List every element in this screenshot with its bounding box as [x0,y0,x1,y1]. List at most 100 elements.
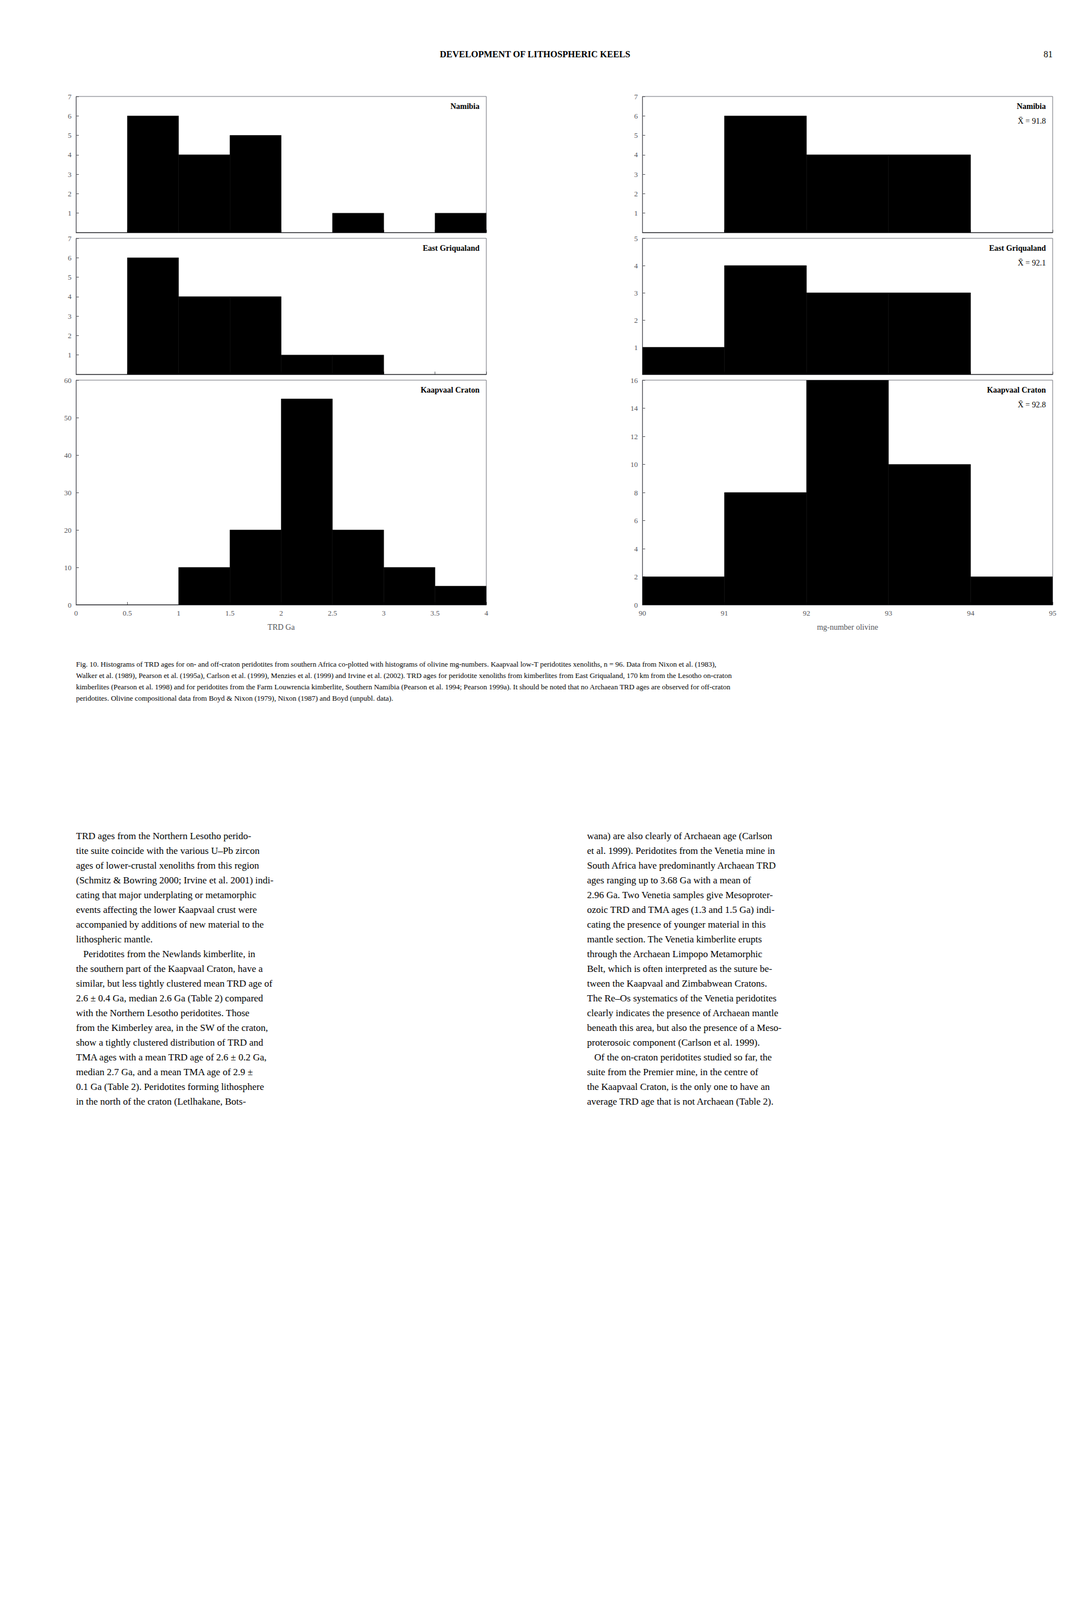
svg-text:tite suite coincide with the v: tite suite coincide with the various U–P… [76,845,260,857]
svg-text:Kaapvaal Craton: Kaapvaal Craton [420,385,480,395]
svg-text:3: 3 [68,170,73,179]
svg-text:ages ranging up to 3.68 Ga wit: ages ranging up to 3.68 Ga with a mean o… [587,875,752,886]
svg-text:Of the on-craton peridotites s: Of the on-craton peridotites studied so … [587,1052,773,1063]
svg-text:2: 2 [68,189,73,199]
svg-text:3: 3 [381,608,386,618]
svg-text:1: 1 [634,208,639,218]
svg-text:4: 4 [68,150,73,159]
svg-text:DEVELOPMENT OF LITHOSPHERIC KE: DEVELOPMENT OF LITHOSPHERIC KEELS [439,49,631,60]
svg-text:Namibia: Namibia [1016,102,1046,111]
svg-text:92: 92 [802,608,811,618]
svg-text:0.5: 0.5 [122,608,132,618]
svg-text:5: 5 [68,131,73,140]
svg-text:(Schmitz & Bowring 2000; Irvin: (Schmitz & Bowring 2000; Irvine et al. 2… [76,875,274,886]
svg-text:2: 2 [279,608,284,618]
svg-text:90: 90 [638,608,647,618]
svg-text:50: 50 [64,413,72,423]
svg-text:4: 4 [634,261,639,271]
svg-text:2.6 ± 0.4 Ga, median 2.6 Ga (T: 2.6 ± 0.4 Ga, median 2.6 Ga (Table 2) co… [76,993,264,1004]
svg-text:mantle section. The Venetia ki: mantle section. The Venetia kimberlite e… [587,934,763,945]
svg-text:5: 5 [634,131,639,140]
svg-text:East Griqualand: East Griqualand [989,244,1046,253]
svg-text:94: 94 [966,608,975,618]
svg-text:4: 4 [634,544,639,554]
svg-text:from the Kimberley area, in th: from the Kimberley area, in the SW of th… [76,1022,268,1034]
svg-text:The Re–Os systematics of the V: The Re–Os systematics of the Venetia per… [587,993,777,1004]
svg-text:Fig. 10. Histograms of TRD age: Fig. 10. Histograms of TRD ages for on- … [76,659,717,669]
svg-text:5: 5 [634,234,639,243]
svg-text:4: 4 [484,608,489,618]
svg-text:3.5: 3.5 [430,608,440,618]
svg-text:14: 14 [630,404,639,413]
svg-text:the southern part of the Kaapv: the southern part of the Kaapvaal Craton… [76,963,263,975]
svg-text:TMA ages with a mean TRD age o: TMA ages with a mean TRD age of 2.6 ± 0.… [76,1052,267,1063]
svg-text:7: 7 [634,92,639,102]
svg-text:93: 93 [884,608,893,618]
svg-text:6: 6 [68,111,73,121]
svg-text:TRD ages from the Northern Les: TRD ages from the Northern Lesotho perid… [76,830,252,842]
svg-text:2.5: 2.5 [327,608,338,618]
svg-text:20: 20 [64,526,72,535]
svg-text:4: 4 [68,292,73,301]
svg-text:ozoic TRD and TMA ages (1.3 an: ozoic TRD and TMA ages (1.3 and 1.5 Ga) … [587,904,776,916]
svg-text:ages of lower-crustal xenolith: ages of lower-crustal xenoliths from thi… [76,860,260,872]
svg-text:South Africa have predominantl: South Africa have predominantly Archaean… [587,860,777,872]
svg-text:12: 12 [630,432,638,441]
svg-text:2: 2 [68,331,73,340]
svg-text:3: 3 [634,170,639,179]
svg-text:TRD Ga: TRD Ga [267,623,296,632]
svg-text:clearly indicates the presence: clearly indicates the presence of Archae… [587,1007,779,1019]
svg-text:10: 10 [64,563,72,573]
svg-text:10: 10 [630,460,638,469]
svg-text:5: 5 [68,272,73,282]
svg-text:3: 3 [68,312,73,321]
svg-text:Walker et al. (1989), Pearson: Walker et al. (1989), Pearson et al. (19… [76,671,733,680]
svg-text:8: 8 [634,488,639,498]
svg-text:lithospheric mantle.: lithospheric mantle. [76,934,153,945]
svg-text:2: 2 [634,572,639,582]
svg-text:0: 0 [634,600,639,610]
svg-text:the Kaapvaal Craton, is the on: the Kaapvaal Craton, is the only one to … [587,1081,771,1093]
svg-text:2: 2 [634,316,639,325]
svg-text:show a tightly clustered distr: show a tightly clustered distribution of… [76,1037,264,1049]
svg-text:Peridotites from the Newlands: Peridotites from the Newlands kimberlite… [76,948,256,960]
svg-text:accompanied by additions of ne: accompanied by additions of new material… [76,919,264,931]
svg-text:suite from the Premier mine, i: suite from the Premier mine, in the cent… [587,1066,759,1078]
svg-text:4: 4 [634,150,639,159]
svg-text:6: 6 [634,516,639,525]
svg-text:7: 7 [68,92,73,102]
svg-text:30: 30 [64,488,72,498]
svg-text:2: 2 [634,189,639,199]
svg-text:6: 6 [68,253,73,263]
svg-text:cating that major underplating: cating that major underplating or metamo… [76,889,257,901]
svg-text:X̄ = 92.1: X̄ = 92.1 [1017,258,1046,268]
svg-text:Namibia: Namibia [450,102,480,111]
svg-text:average TRD age that is not Ar: average TRD age that is not Archaean (Ta… [587,1096,774,1108]
svg-text:similar, but less tightly clus: similar, but less tightly clustered mean… [76,978,273,990]
svg-text:1: 1 [68,350,73,360]
svg-text:events affecting the lower Kaa: events affecting the lower Kaapvaal crus… [76,904,258,916]
svg-text:beneath this area, but also th: beneath this area, but also the presence… [587,1022,782,1034]
svg-text:East Griqualand: East Griqualand [422,244,480,253]
svg-text:proterosoic component (Carlson: proterosoic component (Carlson et al. 19… [587,1037,761,1049]
svg-text:16: 16 [630,376,639,385]
svg-text:1: 1 [68,208,73,218]
svg-text:95: 95 [1049,608,1057,618]
svg-text:2.96 Ga. Two Venetia samples g: 2.96 Ga. Two Venetia samples give Mesopr… [587,889,774,901]
svg-text:Kaapvaal Craton: Kaapvaal Craton [986,385,1046,395]
svg-text:in the north of the craton (Le: in the north of the craton (Letlhakane, … [76,1096,247,1108]
svg-text:0: 0 [74,608,79,618]
svg-text:0: 0 [68,600,73,610]
svg-text:1.5: 1.5 [225,608,235,618]
svg-text:40: 40 [64,451,72,460]
svg-text:Belt, which is often interpret: Belt, which is often interpreted as the … [587,963,773,975]
svg-text:through the Archaean Limpopo M: through the Archaean Limpopo Metamorphic [587,948,763,960]
svg-text:median 2.7 Ga, and a mean TMA: median 2.7 Ga, and a mean TMA age of 2.9… [76,1066,254,1078]
svg-text:et al. 1999). Peridotites from: et al. 1999). Peridotites from the Venet… [587,845,776,857]
svg-text:3: 3 [634,288,639,298]
svg-text:cating the presence of younger: cating the presence of younger material … [587,919,767,931]
svg-text:6: 6 [634,111,639,121]
svg-text:wana) are also clearly of Arch: wana) are also clearly of Archaean age (… [587,830,773,842]
svg-text:0.1 Ga (Table 2). Peridotites: 0.1 Ga (Table 2). Peridotites forming li… [76,1081,264,1093]
svg-text:tween the Kaapvaal and Zimbabw: tween the Kaapvaal and Zimbabwean Craton… [587,978,768,990]
